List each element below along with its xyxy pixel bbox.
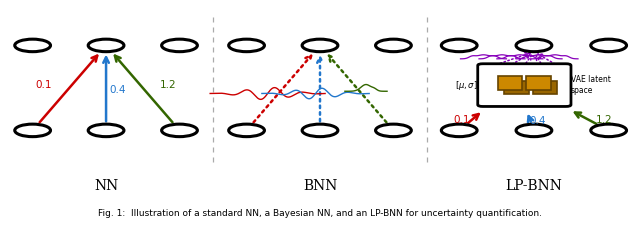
Text: 0.1: 0.1 bbox=[454, 115, 470, 125]
FancyBboxPatch shape bbox=[477, 64, 571, 106]
FancyBboxPatch shape bbox=[504, 81, 529, 94]
Text: $[\mu, \sigma]$: $[\mu, \sigma]$ bbox=[455, 79, 477, 92]
Text: BNN: BNN bbox=[303, 179, 337, 193]
Text: 0.1: 0.1 bbox=[36, 80, 52, 90]
Text: VAE latent
space: VAE latent space bbox=[571, 75, 611, 95]
Text: 0.4: 0.4 bbox=[109, 85, 126, 95]
Text: NN: NN bbox=[94, 179, 118, 193]
FancyBboxPatch shape bbox=[526, 76, 550, 90]
FancyBboxPatch shape bbox=[532, 81, 557, 94]
FancyBboxPatch shape bbox=[498, 76, 522, 90]
Text: 1.2: 1.2 bbox=[160, 80, 177, 90]
Text: 0.4: 0.4 bbox=[529, 116, 546, 126]
Text: 1.2: 1.2 bbox=[596, 115, 612, 125]
Text: LP-BNN: LP-BNN bbox=[506, 179, 563, 193]
Text: Fig. 1:  Illustration of a standard NN, a Bayesian NN, and an LP-BNN for uncerta: Fig. 1: Illustration of a standard NN, a… bbox=[98, 209, 542, 218]
